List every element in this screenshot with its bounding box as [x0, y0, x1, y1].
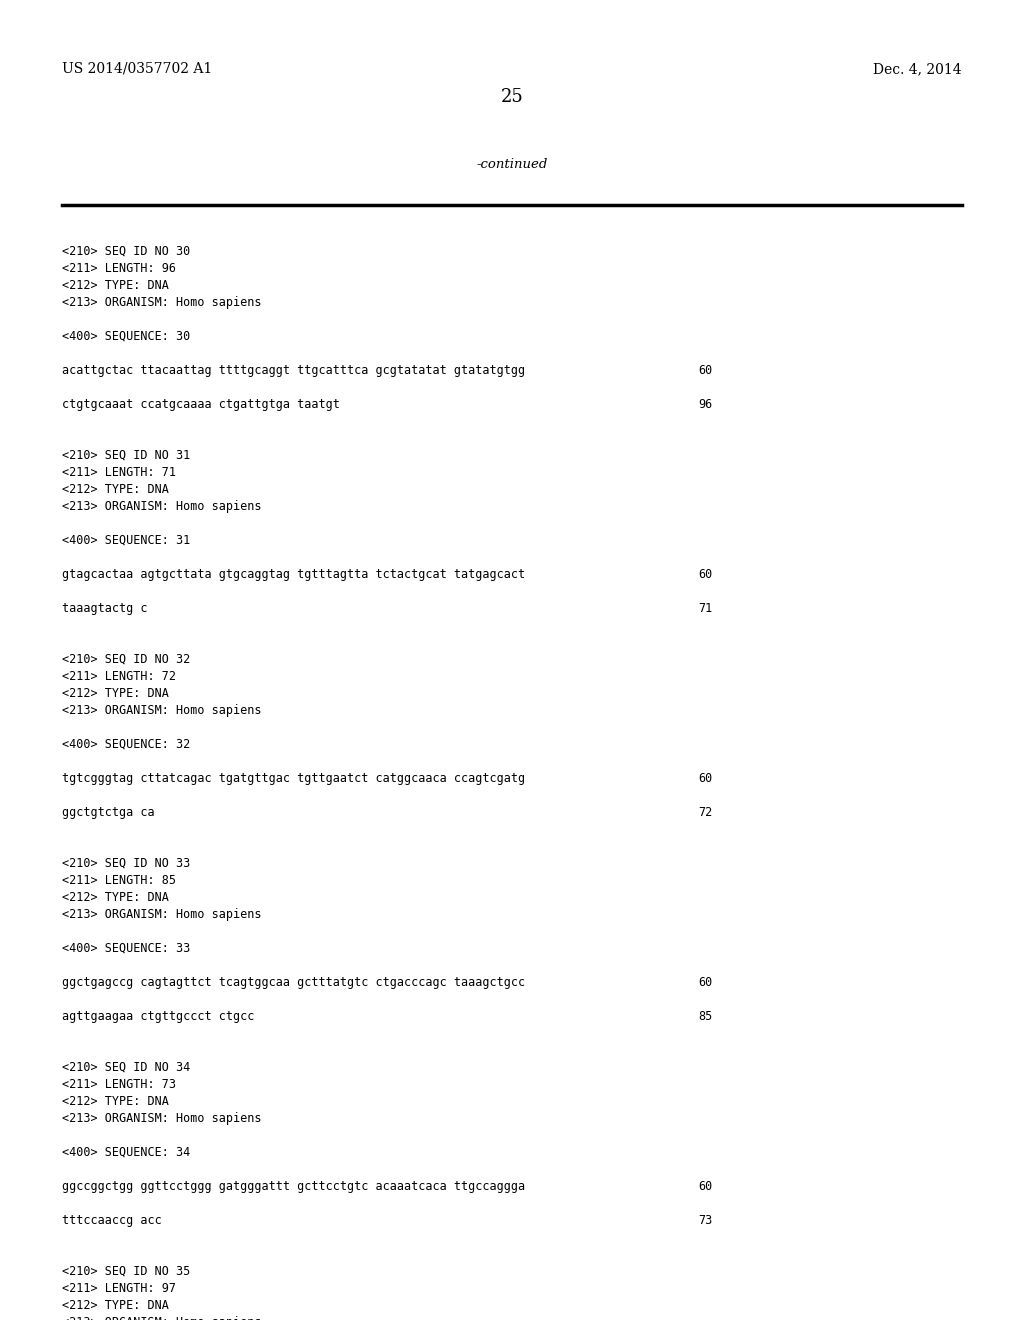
- Text: 60: 60: [698, 568, 713, 581]
- Text: <213> ORGANISM: Homo sapiens: <213> ORGANISM: Homo sapiens: [62, 500, 261, 513]
- Text: <400> SEQUENCE: 33: <400> SEQUENCE: 33: [62, 942, 190, 954]
- Text: tttccaaccg acc: tttccaaccg acc: [62, 1214, 162, 1228]
- Text: 60: 60: [698, 1180, 713, 1193]
- Text: <213> ORGANISM: Homo sapiens: <213> ORGANISM: Homo sapiens: [62, 704, 261, 717]
- Text: <211> LENGTH: 72: <211> LENGTH: 72: [62, 671, 176, 682]
- Text: <210> SEQ ID NO 34: <210> SEQ ID NO 34: [62, 1061, 190, 1074]
- Text: 25: 25: [501, 88, 523, 106]
- Text: <212> TYPE: DNA: <212> TYPE: DNA: [62, 483, 169, 496]
- Text: <210> SEQ ID NO 35: <210> SEQ ID NO 35: [62, 1265, 190, 1278]
- Text: gtagcactaa agtgcttata gtgcaggtag tgtttagtta tctactgcat tatgagcact: gtagcactaa agtgcttata gtgcaggtag tgtttag…: [62, 568, 525, 581]
- Text: <400> SEQUENCE: 30: <400> SEQUENCE: 30: [62, 330, 190, 343]
- Text: ctgtgcaaat ccatgcaaaa ctgattgtga taatgt: ctgtgcaaat ccatgcaaaa ctgattgtga taatgt: [62, 399, 340, 411]
- Text: 71: 71: [698, 602, 713, 615]
- Text: <213> ORGANISM: Homo sapiens: <213> ORGANISM: Homo sapiens: [62, 296, 261, 309]
- Text: 60: 60: [698, 975, 713, 989]
- Text: taaagtactg c: taaagtactg c: [62, 602, 147, 615]
- Text: <213> ORGANISM: Homo sapiens: <213> ORGANISM: Homo sapiens: [62, 1316, 261, 1320]
- Text: <211> LENGTH: 96: <211> LENGTH: 96: [62, 261, 176, 275]
- Text: <210> SEQ ID NO 33: <210> SEQ ID NO 33: [62, 857, 190, 870]
- Text: <211> LENGTH: 71: <211> LENGTH: 71: [62, 466, 176, 479]
- Text: <211> LENGTH: 73: <211> LENGTH: 73: [62, 1078, 176, 1092]
- Text: <400> SEQUENCE: 31: <400> SEQUENCE: 31: [62, 535, 190, 546]
- Text: 73: 73: [698, 1214, 713, 1228]
- Text: 60: 60: [698, 772, 713, 785]
- Text: <211> LENGTH: 97: <211> LENGTH: 97: [62, 1282, 176, 1295]
- Text: ggctgtctga ca: ggctgtctga ca: [62, 807, 155, 818]
- Text: <212> TYPE: DNA: <212> TYPE: DNA: [62, 686, 169, 700]
- Text: <213> ORGANISM: Homo sapiens: <213> ORGANISM: Homo sapiens: [62, 908, 261, 921]
- Text: 96: 96: [698, 399, 713, 411]
- Text: US 2014/0357702 A1: US 2014/0357702 A1: [62, 62, 212, 77]
- Text: -continued: -continued: [476, 158, 548, 172]
- Text: <400> SEQUENCE: 32: <400> SEQUENCE: 32: [62, 738, 190, 751]
- Text: <212> TYPE: DNA: <212> TYPE: DNA: [62, 1299, 169, 1312]
- Text: <213> ORGANISM: Homo sapiens: <213> ORGANISM: Homo sapiens: [62, 1111, 261, 1125]
- Text: <212> TYPE: DNA: <212> TYPE: DNA: [62, 891, 169, 904]
- Text: <210> SEQ ID NO 32: <210> SEQ ID NO 32: [62, 653, 190, 667]
- Text: <212> TYPE: DNA: <212> TYPE: DNA: [62, 1096, 169, 1107]
- Text: agttgaagaa ctgttgccct ctgcc: agttgaagaa ctgttgccct ctgcc: [62, 1010, 254, 1023]
- Text: <400> SEQUENCE: 34: <400> SEQUENCE: 34: [62, 1146, 190, 1159]
- Text: Dec. 4, 2014: Dec. 4, 2014: [873, 62, 962, 77]
- Text: 72: 72: [698, 807, 713, 818]
- Text: 85: 85: [698, 1010, 713, 1023]
- Text: tgtcgggtag cttatcagac tgatgttgac tgttgaatct catggcaaca ccagtcgatg: tgtcgggtag cttatcagac tgatgttgac tgttgaa…: [62, 772, 525, 785]
- Text: <211> LENGTH: 85: <211> LENGTH: 85: [62, 874, 176, 887]
- Text: acattgctac ttacaattag ttttgcaggt ttgcatttca gcgtatatat gtatatgtgg: acattgctac ttacaattag ttttgcaggt ttgcatt…: [62, 364, 525, 378]
- Text: 60: 60: [698, 364, 713, 378]
- Text: <210> SEQ ID NO 30: <210> SEQ ID NO 30: [62, 246, 190, 257]
- Text: <210> SEQ ID NO 31: <210> SEQ ID NO 31: [62, 449, 190, 462]
- Text: <212> TYPE: DNA: <212> TYPE: DNA: [62, 279, 169, 292]
- Text: ggccggctgg ggttcctggg gatgggattt gcttcctgtc acaaatcaca ttgccaggga: ggccggctgg ggttcctggg gatgggattt gcttcct…: [62, 1180, 525, 1193]
- Text: ggctgagccg cagtagttct tcagtggcaa gctttatgtc ctgacccagc taaagctgcc: ggctgagccg cagtagttct tcagtggcaa gctttat…: [62, 975, 525, 989]
